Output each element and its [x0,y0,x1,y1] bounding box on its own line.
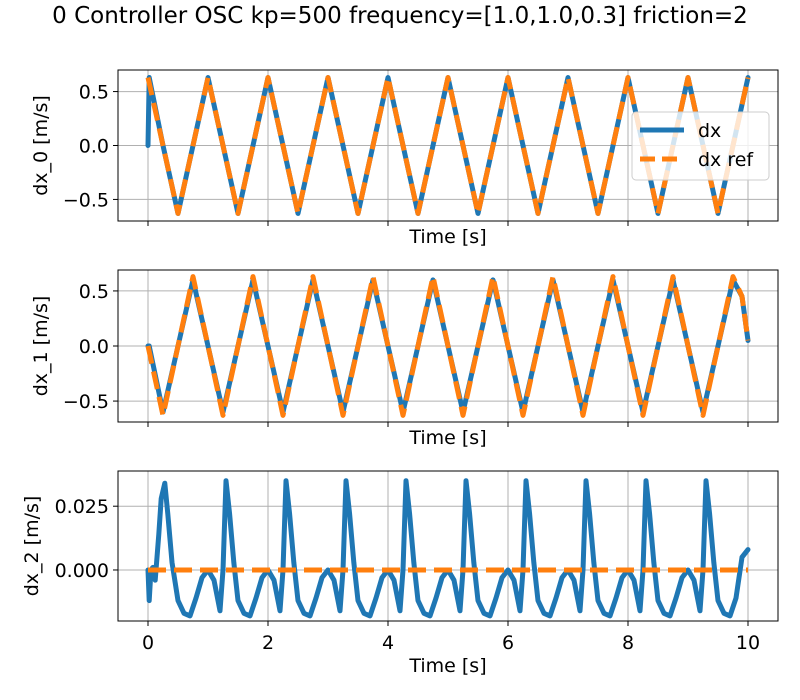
x-tick-label: 4 [382,632,394,654]
x-axis-label: Time [s] [408,226,486,248]
x-tick-label: 6 [502,632,514,654]
y-tick-label: −0.5 [63,391,109,413]
x-tick-label: 8 [622,632,634,654]
y-tick-label: 0.025 [55,496,109,518]
x-tick-label: 10 [736,632,760,654]
y-tick-label: 0.5 [79,82,109,104]
y-tick-label: 0.0 [79,336,109,358]
series-group [145,274,751,418]
subplot-0: −0.5 0.0 0.5 Time [s] dx_0 [m/s] dx dx ref [30,69,779,248]
y-tick-label: 0.000 [55,560,109,582]
series-line-dx [145,478,751,619]
x-tick-label: 0 [142,632,154,654]
y-tick-label: −0.5 [63,189,109,211]
x-axis-label: Time [s] [408,655,486,677]
subplot-1: −0.5 0.0 0.5 Time [s] dx_1 [m/s] [30,269,779,449]
x-tick-label: 2 [262,632,274,654]
legend-label: dx [698,120,721,142]
y-axis-label: dx_2 [m/s] [21,496,43,597]
y-tick-label: 0.5 [79,281,109,303]
figure-title: 0 Controller OSC kp=500 frequency=[1.0,1… [52,3,748,29]
series-line-dx-ref [145,274,751,418]
y-tick-label: 0.0 [79,136,109,158]
subplot-2: 0 2 4 6 8 10 0.000 0.025 Time [s] dx_2 [m/s] [21,470,779,677]
y-axis-label: dx_0 [m/s] [30,95,52,196]
x-axis-label: Time [s] [408,427,486,449]
axes-frame [117,470,779,622]
legend-label: dx ref [698,149,754,171]
y-axis-label: dx_1 [m/s] [30,296,52,397]
series-group [145,478,751,619]
